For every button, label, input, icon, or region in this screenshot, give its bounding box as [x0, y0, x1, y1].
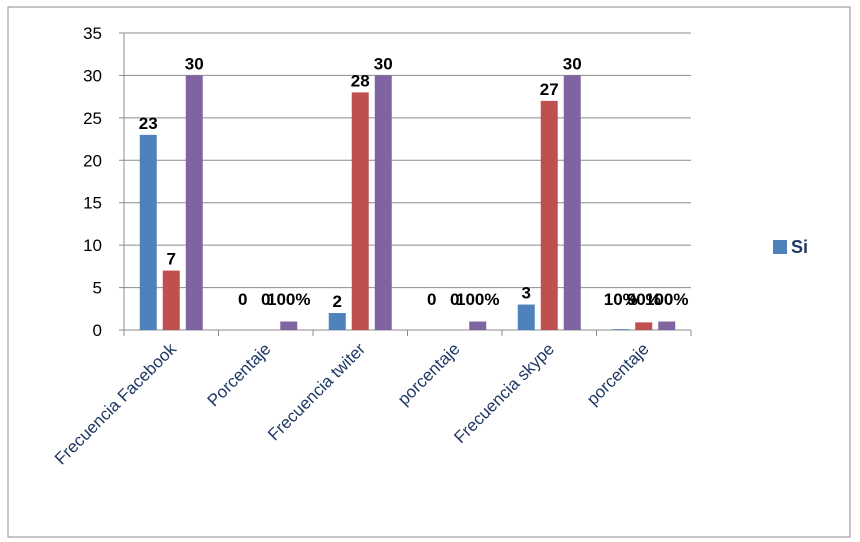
- bar: [563, 75, 581, 330]
- y-tick-label: 35: [83, 24, 102, 43]
- y-tick-label: 30: [83, 66, 102, 85]
- bar: [328, 313, 346, 330]
- y-tick-label: 10: [83, 236, 102, 255]
- bar: [612, 329, 630, 330]
- y-tick-label: 20: [83, 151, 102, 170]
- data-label: 3: [522, 284, 531, 303]
- bars: [139, 75, 676, 331]
- bar: [139, 134, 157, 330]
- data-labels: 23 0 2 0 3 10% 7 0 28 0 27 90% 30 100% 30 100% 30 100%: [139, 54, 689, 311]
- data-label: 27: [540, 80, 559, 99]
- data-label: 30: [374, 54, 393, 73]
- data-label: 0: [238, 290, 247, 309]
- data-label: 10%: [604, 290, 638, 309]
- bar: [469, 321, 487, 330]
- chart-border: [7, 6, 851, 538]
- data-label: 90%: [627, 290, 661, 309]
- bar: [374, 75, 392, 330]
- data-label: 100%: [456, 290, 499, 309]
- data-label: 23: [139, 114, 158, 133]
- gridlines: [124, 32, 691, 289]
- data-label: 28: [351, 71, 370, 90]
- y-tick-label: 0: [93, 321, 102, 340]
- data-label: 0: [261, 290, 270, 309]
- data-label: 30: [563, 54, 582, 73]
- bar: [658, 321, 676, 330]
- data-label: 7: [167, 250, 176, 269]
- data-label: 2: [333, 292, 342, 311]
- bar: [185, 75, 203, 330]
- bar: [635, 322, 653, 330]
- data-label: 100%: [267, 290, 310, 309]
- data-label: 0: [450, 290, 459, 309]
- bar: [351, 92, 369, 331]
- legend-label-si: Si: [791, 237, 808, 257]
- y-tick-label: 5: [93, 279, 102, 298]
- data-label: 0: [427, 290, 436, 309]
- legend: Si: [773, 237, 808, 257]
- bar: [540, 100, 558, 330]
- legend-swatch-si: [773, 240, 787, 254]
- bar: [162, 270, 180, 330]
- y-tick-label: 25: [83, 109, 102, 128]
- y-tick-label: 15: [83, 194, 102, 213]
- bar: [280, 321, 298, 330]
- data-label: 30: [185, 54, 204, 73]
- data-label: 100%: [645, 290, 688, 309]
- bar: [517, 304, 535, 330]
